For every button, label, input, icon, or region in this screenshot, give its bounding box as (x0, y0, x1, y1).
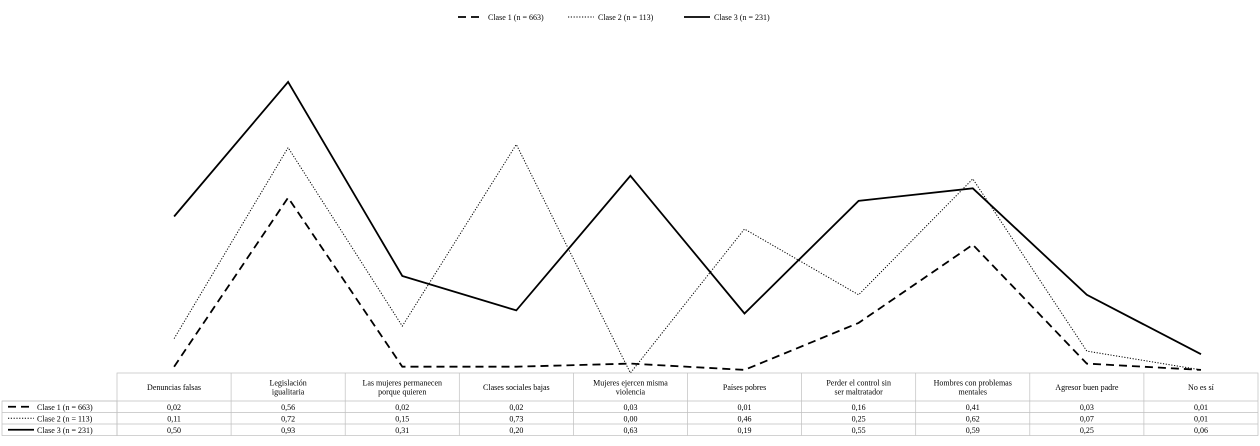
category-label-3-line-2: porque quieren (378, 388, 426, 397)
data-label-1-8: 0,41 (966, 403, 980, 412)
category-label-2-line-2: igualitaria (272, 388, 305, 397)
series-line-2 (173, 143, 1202, 374)
category-label-8-line-1: Hombres con problemas (934, 379, 1012, 388)
legend-label-2: Clase 2 (n = 113) (598, 13, 654, 22)
data-label-3-8: 0,59 (966, 426, 980, 435)
data-label-2-4: 0,73 (509, 414, 523, 423)
category-label-6: Países pobres (723, 383, 766, 392)
data-label-3-1: 0,50 (167, 426, 181, 435)
legend-label-3: Clase 3 (n = 231) (714, 13, 770, 22)
category-label-7-line-1: Perder el control sin (826, 379, 891, 388)
data-label-2-3: 0,15 (395, 414, 409, 423)
category-label-3-line-1: Las mujeres permanecen (362, 379, 442, 388)
data-label-2-2: 0,72 (281, 414, 295, 423)
row-label-3: Clase 3 (n = 231) (37, 426, 93, 435)
data-label-1-4: 0,02 (509, 403, 523, 412)
category-label-5-line-2: violencia (616, 388, 646, 397)
data-label-1-9: 0,03 (1080, 403, 1094, 412)
legend-label-1: Clase 1 (n = 663) (488, 13, 544, 22)
data-label-1-2: 0,56 (281, 403, 295, 412)
category-label-4: Clases sociales bajas (483, 383, 550, 392)
category-label-2-line-1: Legislación (269, 379, 306, 388)
data-label-2-1: 0,11 (167, 414, 181, 423)
data-label-2-6: 0,46 (738, 414, 752, 423)
data-label-2-10: 0,01 (1194, 414, 1208, 423)
data-label-1-3: 0,02 (395, 403, 409, 412)
series-line-1 (173, 196, 1202, 371)
category-label-8-line-2: mentales (959, 388, 987, 397)
series-line-3 (173, 80, 1202, 355)
legend: Clase 1 (n = 663) Clase 2 (n = 113) Clase … (458, 13, 770, 22)
data-label-1-7: 0,16 (852, 403, 866, 412)
data-label-3-9: 0,25 (1080, 426, 1094, 435)
plot-area (173, 80, 1202, 374)
data-label-1-10: 0,01 (1194, 403, 1208, 412)
data-label-1-1: 0,02 (167, 403, 181, 412)
data-label-2-7: 0,25 (852, 414, 866, 423)
data-label-3-10: 0,06 (1194, 426, 1208, 435)
category-label-7-line-2: ser maltratador (835, 388, 884, 397)
category-label-1: Denuncias falsas (147, 383, 201, 392)
data-label-2-9: 0,07 (1080, 414, 1094, 423)
data-label-1-6: 0,01 (738, 403, 752, 412)
data-label-3-6: 0,19 (738, 426, 752, 435)
data-label-2-5: 0,00 (623, 414, 637, 423)
category-label-5-line-1: Mujeres ejercen misma (593, 379, 668, 388)
category-label-9: Agresor buen padre (1055, 383, 1119, 392)
data-label-3-2: 0,93 (281, 426, 295, 435)
data-label-3-4: 0,20 (509, 426, 523, 435)
category-label-10: No es sí (1188, 383, 1215, 392)
data-label-2-8: 0,62 (966, 414, 980, 423)
data-label-3-5: 0,63 (623, 426, 637, 435)
data-label-3-7: 0,55 (852, 426, 866, 435)
row-label-1: Clase 1 (n = 663) (37, 403, 93, 412)
data-label-1-5: 0,03 (623, 403, 637, 412)
row-label-2: Clase 2 (n = 113) (37, 414, 93, 423)
data-label-3-3: 0,31 (395, 426, 409, 435)
